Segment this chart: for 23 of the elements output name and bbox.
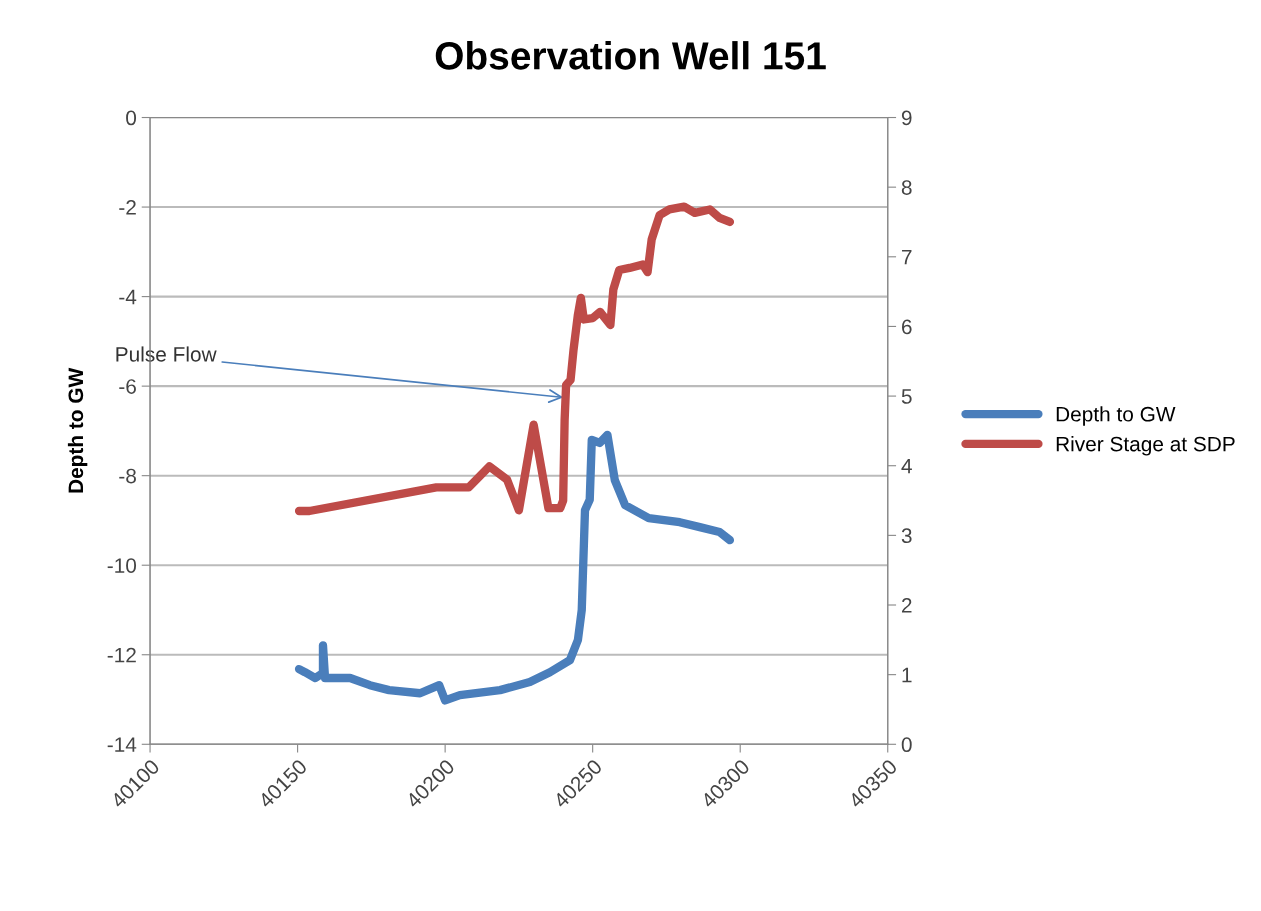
y-tick-label: -12	[107, 647, 136, 663]
annotation: Pulse Flow	[116, 346, 217, 362]
y2-tick-label: 4	[901, 458, 912, 474]
y2-tick-label: 5	[901, 389, 912, 404]
y2-tick-label: 3	[901, 528, 912, 544]
y2-tick-label: 6	[902, 319, 912, 335]
y2-tick-label: 8	[901, 180, 912, 195]
legend-label: River Stage at SDP	[1056, 436, 1235, 456]
y-tick-label: -10	[107, 558, 137, 573]
chart-title: Observation Well 151	[435, 41, 826, 70]
y-tick-label: 0	[126, 110, 137, 126]
y-axis-title: Depth to GW	[67, 367, 88, 493]
y-tick-label: -8	[119, 468, 136, 484]
y2-tick-label: 9	[901, 110, 912, 126]
y2-tick-label: 7	[902, 250, 912, 265]
y2-tick-label: 0	[901, 737, 912, 753]
y-tick-label: -14	[107, 737, 137, 752]
legend-label: Depth to GW	[1056, 406, 1176, 426]
y-tick-label: -6	[119, 379, 136, 394]
y-tick-label: -2	[119, 200, 136, 215]
y-tick-label: -4	[119, 289, 137, 305]
y2-tick-label: 2	[901, 598, 912, 613]
y2-tick-label: 1	[902, 667, 912, 683]
